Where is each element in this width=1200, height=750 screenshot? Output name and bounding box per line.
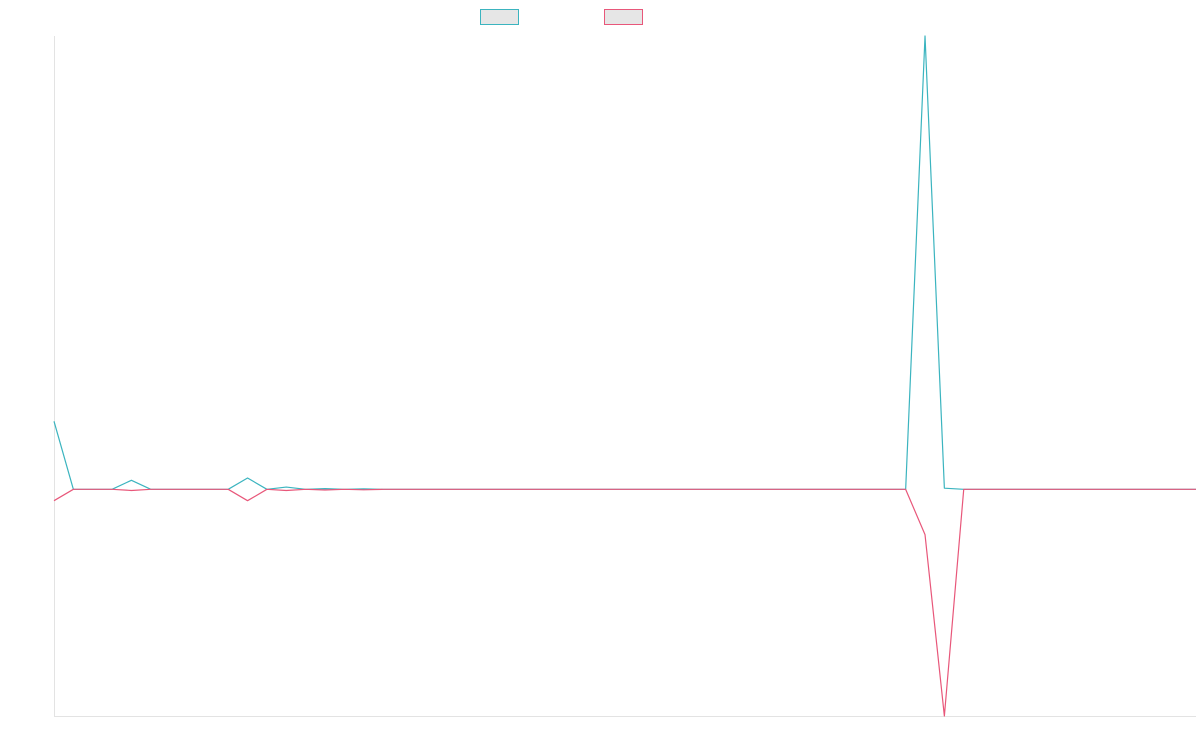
legend-swatch-series-b[interactable]: [604, 9, 643, 25]
series-line-b[interactable]: [53, 488, 1196, 717]
series-line-a[interactable]: [53, 35, 1196, 490]
series-layer: [53, 35, 1196, 717]
legend-swatch-series-a[interactable]: [480, 9, 519, 25]
